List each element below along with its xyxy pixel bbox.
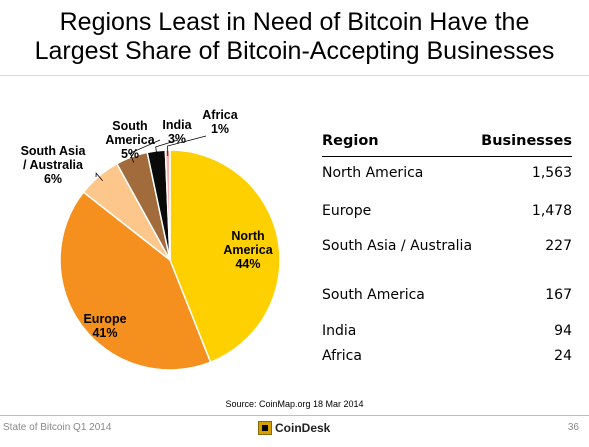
label-south-america: South America 5% — [105, 119, 155, 161]
title-line-1: Regions Least in Need of Bitcoin Have th… — [59, 8, 530, 36]
row-businesses: 24 — [554, 348, 572, 364]
slice-europe — [59, 191, 212, 371]
row-region: North America — [322, 165, 424, 181]
table-header-businesses: Businesses — [481, 133, 572, 149]
slide-title: Regions Least in Need of Bitcoin Have th… — [0, 8, 589, 66]
row-region: Africa — [322, 348, 362, 364]
leader-line — [155, 139, 179, 157]
row-businesses: 1,563 — [531, 165, 572, 181]
table-header-region: Region — [322, 133, 379, 149]
table-row: Africa 24 — [322, 348, 572, 368]
source-note: Source: CoinMap.org 18 Mar 2014 — [225, 399, 364, 409]
title-line-2: Largest Share of Bitcoin-Accepting Busin… — [34, 37, 555, 65]
leader-line — [129, 139, 161, 163]
brand-name: CoinDesk — [275, 421, 331, 435]
slice-north-america — [169, 149, 281, 364]
footer-divider — [0, 415, 589, 416]
leader-line — [167, 135, 207, 157]
row-businesses: 167 — [545, 287, 572, 303]
footer-deck-title: State of Bitcoin Q1 2014 — [3, 422, 112, 433]
table-row: South America 167 — [322, 287, 572, 307]
row-businesses: 94 — [554, 323, 572, 339]
row-region: India — [322, 323, 357, 339]
table-row: North America 1,563 — [322, 165, 572, 185]
leader-line — [95, 172, 103, 182]
title-divider — [0, 75, 589, 76]
row-businesses: 1,478 — [531, 203, 572, 219]
row-region: South Asia / Australia — [322, 238, 473, 254]
label-africa: Africa 1% — [202, 108, 238, 136]
brand-logo: CoinDesk — [258, 419, 330, 437]
row-region: South America — [322, 287, 425, 303]
label-india: India 3% — [162, 118, 192, 146]
coindesk-icon — [258, 421, 272, 435]
label-europe: Europe 41% — [83, 312, 127, 340]
label-south-asia-australia: South Asia / Australia 6% — [20, 144, 86, 186]
label-north-america: North America 44% — [223, 229, 273, 271]
table-row: Europe 1,478 — [322, 203, 572, 223]
page-number: 36 — [567, 422, 579, 433]
row-region: Europe — [322, 203, 372, 219]
row-businesses: 227 — [545, 238, 572, 254]
table-row: India 94 — [322, 323, 572, 343]
table-header-rule — [322, 156, 572, 157]
table-row: South Asia / Australia 227 — [322, 238, 572, 258]
